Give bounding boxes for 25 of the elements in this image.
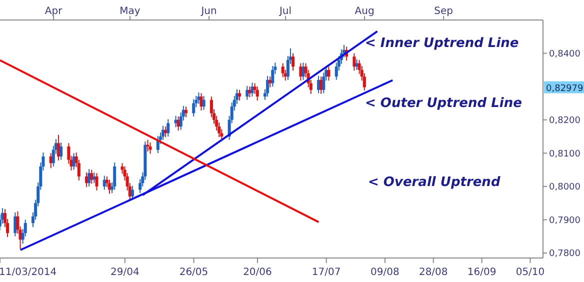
annotation: < Inner Uptrend Line — [365, 36, 519, 51]
y-tick-label: 0,8000 — [549, 182, 581, 193]
annotation: < Outer Uptrend Line — [365, 96, 522, 111]
x-tick-label: 26/05 — [179, 267, 208, 278]
x-tick-label: 20/06 — [243, 267, 272, 278]
x-tick-label: 11/03/2014 — [0, 267, 57, 278]
x-tick-label: 28/08 — [418, 267, 448, 278]
x-tick-label: 09/08 — [370, 267, 400, 278]
x2-tick-label: Sep — [434, 6, 454, 17]
x2-tick-label: May — [120, 6, 140, 17]
y-tick-label: 0,8100 — [549, 149, 581, 160]
x-tick-label: 17/07 — [312, 267, 341, 278]
price-tag: 0,82979 — [544, 81, 584, 94]
y-tick-label: 0,8400 — [549, 49, 581, 60]
x-tick-label: 29/04 — [110, 267, 140, 278]
x-tick-label: 05/10 — [516, 267, 545, 278]
y-tick-label: 0,8200 — [549, 116, 581, 126]
x2-tick-label: Aug — [354, 6, 374, 17]
x2-tick-label: Jul — [278, 6, 292, 17]
annotation: < Overall Uptrend — [368, 175, 500, 190]
y-tick-label: 0,7800 — [549, 249, 581, 260]
x-tick-label: 16/09 — [467, 267, 496, 278]
y-tick-label: 0,7900 — [549, 216, 581, 226]
x2-tick-label: Jun — [200, 6, 217, 17]
x2-tick-label: Apr — [44, 6, 64, 17]
